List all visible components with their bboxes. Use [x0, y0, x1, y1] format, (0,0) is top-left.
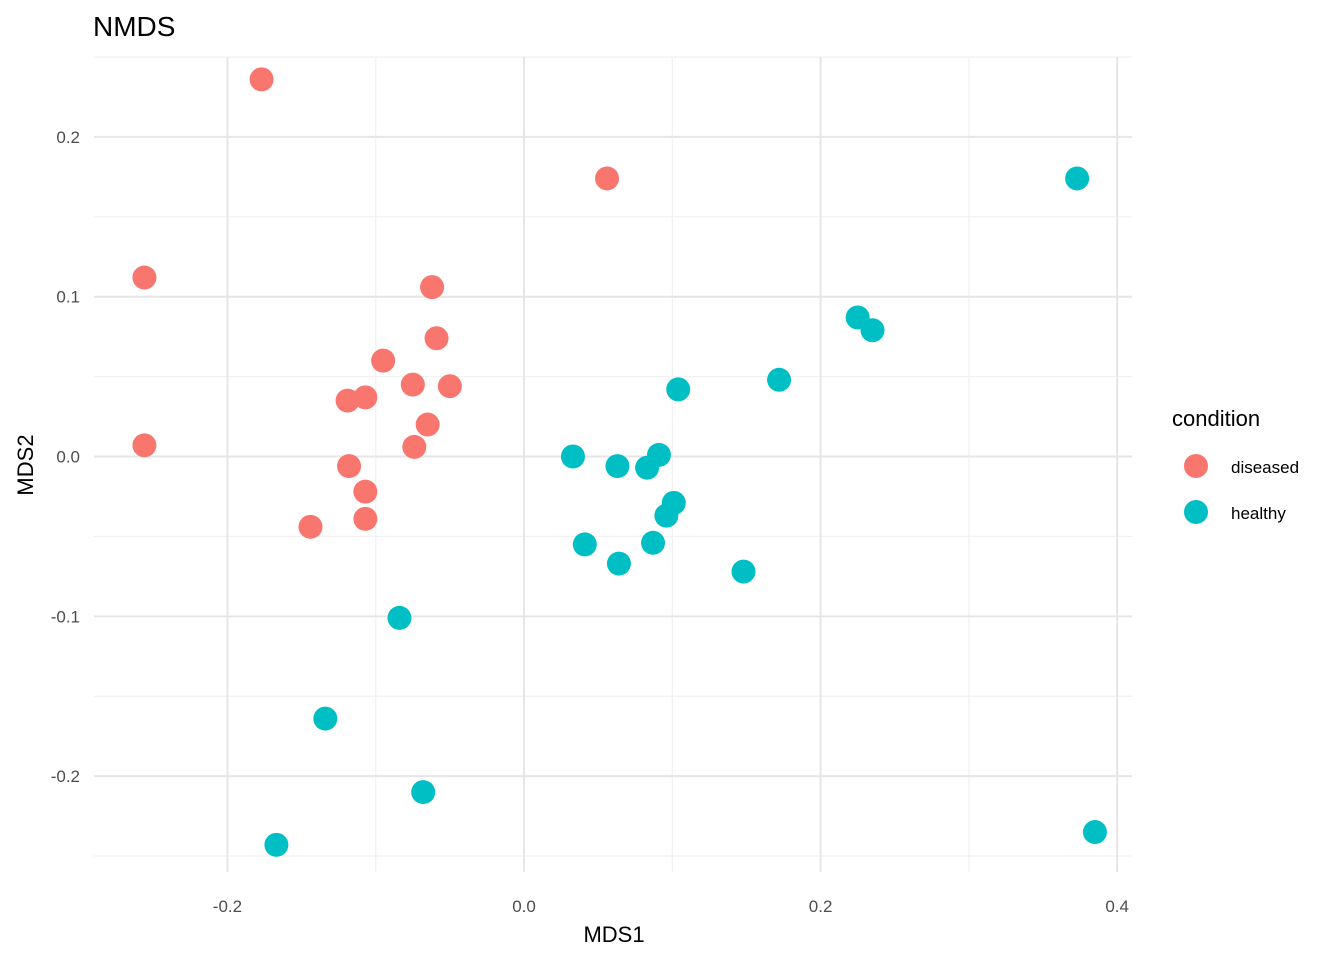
y-axis-title: MDS2	[13, 434, 38, 495]
point-healthy	[666, 377, 691, 402]
legend-label-diseased: diseased	[1231, 458, 1299, 477]
point-diseased	[371, 348, 396, 373]
point-healthy	[654, 503, 679, 528]
y-tick-label: 0.2	[56, 128, 80, 147]
legend-title: condition	[1172, 406, 1260, 431]
point-diseased	[132, 265, 157, 290]
point-healthy	[387, 605, 412, 630]
point-healthy	[605, 454, 630, 479]
point-diseased	[353, 479, 378, 504]
point-healthy	[731, 559, 756, 584]
point-diseased	[402, 434, 427, 459]
point-healthy	[641, 530, 666, 555]
tick-labels: -0.2 0.0 0.2 0.4 -0.2 -0.1 0.0 0.1 0.2	[51, 128, 1129, 916]
point-diseased	[337, 454, 362, 479]
y-tick-label: 0.1	[56, 288, 80, 307]
x-axis-title: MDS1	[583, 922, 644, 947]
point-healthy	[860, 318, 885, 343]
legend: condition diseased healthy	[1172, 406, 1299, 524]
y-tick-label: -0.1	[51, 607, 80, 626]
grid	[94, 56, 1132, 872]
point-healthy	[767, 367, 792, 392]
point-healthy	[264, 832, 289, 857]
legend-key-diseased	[1184, 454, 1208, 478]
legend-label-healthy: healthy	[1231, 504, 1286, 523]
point-diseased	[353, 506, 378, 531]
x-tick-label: 0.4	[1105, 897, 1129, 916]
point-diseased	[415, 412, 440, 437]
x-tick-label: -0.2	[213, 897, 242, 916]
chart-title: NMDS	[93, 11, 175, 42]
point-diseased	[420, 275, 445, 300]
x-tick-label: 0.2	[809, 897, 833, 916]
point-healthy	[313, 706, 338, 731]
y-tick-label: -0.2	[51, 767, 80, 786]
point-diseased	[132, 433, 157, 458]
point-diseased	[437, 374, 462, 399]
point-diseased	[335, 388, 360, 413]
point-healthy	[606, 551, 631, 576]
point-healthy	[411, 780, 436, 805]
point-healthy	[1082, 820, 1107, 845]
y-tick-label: 0.0	[56, 448, 80, 467]
point-diseased	[595, 166, 620, 191]
point-diseased	[424, 326, 449, 351]
legend-key-healthy	[1184, 500, 1208, 524]
point-diseased	[353, 385, 378, 410]
point-diseased	[298, 514, 323, 539]
x-tick-label: 0.0	[512, 897, 536, 916]
point-healthy	[560, 444, 585, 469]
point-diseased	[400, 372, 425, 397]
point-healthy	[635, 455, 660, 480]
point-healthy	[1065, 166, 1090, 191]
data-points	[132, 67, 1107, 857]
point-healthy	[572, 532, 597, 557]
point-diseased	[249, 67, 274, 92]
